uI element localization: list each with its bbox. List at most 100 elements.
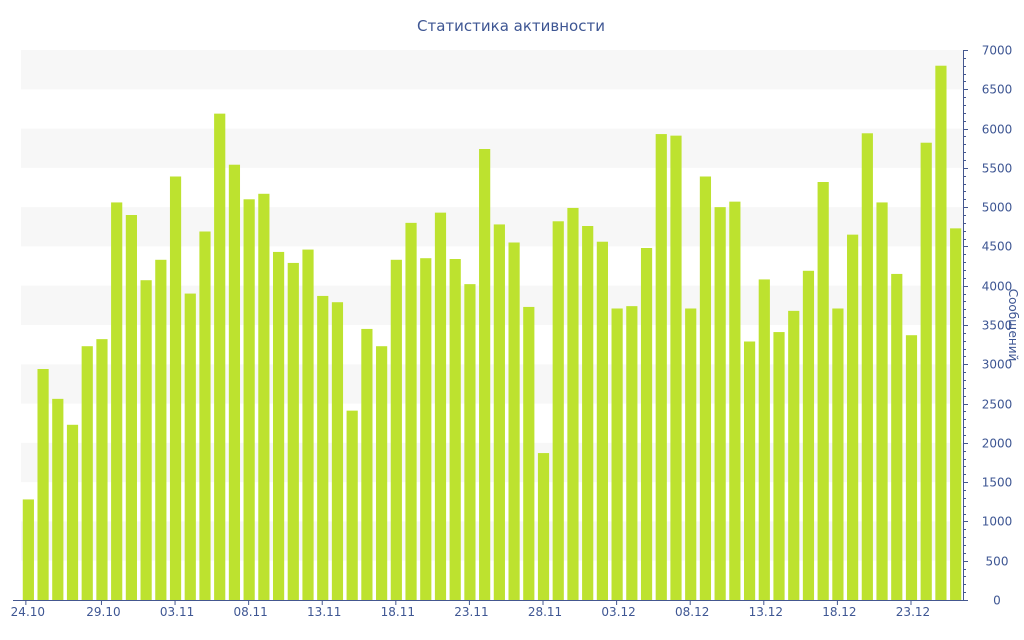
y-axis-title: Сообщений [1006,289,1020,362]
bar [317,295,329,600]
bar [449,259,461,600]
bar [184,293,196,600]
chart-title: Статистика активности [417,17,605,35]
bar [169,176,182,600]
y-tick-label: 2000 [982,437,1013,451]
bar [434,212,447,600]
bar [331,302,344,600]
y-tick-label: 5000 [982,201,1013,215]
bar [346,410,358,600]
bar [582,226,594,600]
bar [729,201,741,600]
bar [52,398,64,600]
grid-band [21,50,963,90]
x-tick-label: 28.11 [528,605,562,619]
y-tick-label: 3500 [982,319,1013,333]
y-axis-ticks: 0 500 1000 1500 2000 2500 3000 3500 4000 4500 5000… [963,44,1012,608]
bar [214,113,226,600]
y-tick-label: 4500 [982,240,1013,254]
bar [832,308,844,600]
bar [788,310,800,600]
bar [596,241,608,600]
bar [140,280,152,600]
bar [22,499,34,600]
y-tick-label: 5500 [982,162,1013,176]
bar [420,258,432,600]
x-tick-label: 23.12 [896,605,930,619]
bar [861,133,873,601]
bar [743,341,756,600]
bar [523,306,535,600]
x-tick-label: 23.11 [454,605,488,619]
x-tick-label: 13.12 [749,605,783,619]
bar [228,164,241,600]
x-tick-label: 08.11 [233,605,267,619]
bar [66,424,79,600]
bar [508,242,520,600]
y-tick-label: 1500 [982,476,1013,490]
bar [758,279,770,600]
bar [479,149,491,600]
y-tick-label: 3000 [982,358,1013,372]
x-axis-ticks: 24.10 29.10 03.11 08.11 13.11 18.11 23.11 28.11… [11,600,930,619]
bar [950,228,962,601]
y-tick-label: 0 [993,594,1001,608]
x-tick-label: 29.10 [86,605,120,619]
y-tick-label: 6500 [982,83,1013,97]
x-tick-label: 03.11 [160,605,194,619]
bar [96,339,108,600]
bar [567,207,579,600]
bars [22,65,962,601]
bar [847,234,859,600]
bar [537,453,550,600]
y-tick-label: 2500 [982,398,1013,412]
bar [935,65,947,600]
bar [111,202,123,600]
bar [640,248,653,600]
bar [876,202,888,600]
bar [376,346,388,600]
y-tick-label: 6000 [982,123,1013,137]
bar [405,222,417,601]
x-tick-label: 13.11 [307,605,341,619]
bar [699,176,712,600]
bar [464,284,476,600]
bar [258,193,270,601]
x-tick-label: 24.10 [11,605,45,619]
bar [81,346,93,600]
bar [552,221,564,601]
bar [361,328,373,600]
bar [611,308,623,600]
bar [655,134,667,600]
bar [626,306,638,600]
bar [920,142,932,600]
bar [905,335,918,600]
y-tick-label: 4000 [982,280,1013,294]
bar [685,308,697,600]
x-tick-label: 18.11 [381,605,415,619]
x-tick-label: 03.12 [601,605,635,619]
bar [243,199,255,601]
bar [287,262,299,600]
bar [670,135,682,600]
bar [272,251,285,600]
bar [302,249,314,600]
bar [493,224,505,600]
bar [817,182,829,600]
bar [714,207,726,600]
bar [390,259,402,600]
x-tick-label: 18.12 [822,605,856,619]
x-tick-label: 08.12 [675,605,709,619]
bar [155,259,167,600]
grid-band [21,128,963,168]
y-tick-label: 1000 [982,515,1013,529]
bar [125,215,137,600]
y-tick-label: 500 [986,555,1009,569]
bar [199,231,211,600]
bar [891,273,903,600]
bar [802,270,815,600]
bar [773,332,785,600]
y-tick-label: 7000 [982,44,1013,58]
